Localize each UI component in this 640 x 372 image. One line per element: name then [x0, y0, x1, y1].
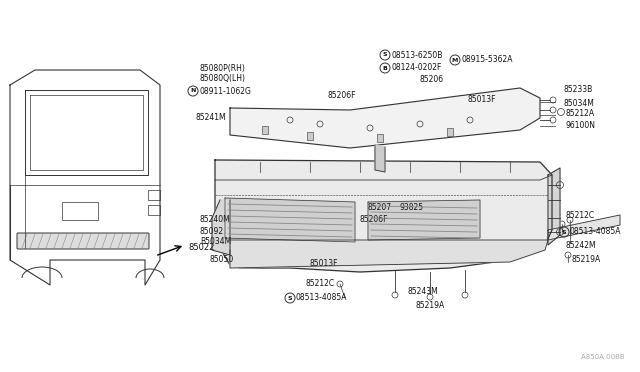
Polygon shape — [368, 200, 480, 240]
Bar — [307, 132, 313, 140]
Text: 85022: 85022 — [188, 244, 214, 253]
Bar — [148, 205, 160, 215]
Text: S: S — [288, 295, 292, 301]
Bar — [377, 134, 383, 142]
Polygon shape — [548, 215, 620, 240]
Polygon shape — [230, 240, 548, 268]
Text: 85219A: 85219A — [415, 301, 444, 310]
Text: 08513-4085A: 08513-4085A — [570, 228, 621, 237]
FancyBboxPatch shape — [17, 233, 149, 249]
Text: B5034M: B5034M — [200, 237, 231, 247]
Text: 93825: 93825 — [400, 203, 424, 212]
Text: 08513-4085A: 08513-4085A — [296, 294, 348, 302]
Text: A850A 00BB: A850A 00BB — [581, 354, 625, 360]
Polygon shape — [375, 145, 385, 172]
Text: B: B — [383, 65, 387, 71]
Bar — [262, 126, 268, 134]
Text: 85212A: 85212A — [566, 109, 595, 118]
Polygon shape — [548, 168, 560, 245]
Text: S: S — [383, 52, 387, 58]
Text: 85242M: 85242M — [565, 241, 596, 250]
Text: 85206F: 85206F — [360, 215, 388, 224]
Text: 85206: 85206 — [420, 76, 444, 84]
Text: N: N — [190, 89, 196, 93]
Text: 85207: 85207 — [368, 203, 392, 212]
Polygon shape — [215, 160, 552, 272]
Text: 85034M: 85034M — [564, 99, 595, 108]
Text: 85080P(RH): 85080P(RH) — [200, 64, 246, 73]
Text: 85219A: 85219A — [572, 256, 601, 264]
Bar — [447, 128, 453, 136]
Text: 08513-6250B: 08513-6250B — [391, 51, 442, 60]
Text: 85212C: 85212C — [306, 279, 335, 288]
Text: 85013F: 85013F — [310, 260, 339, 269]
Text: M: M — [452, 58, 458, 62]
Circle shape — [232, 113, 239, 121]
Text: S: S — [562, 230, 566, 234]
Text: 85013F: 85013F — [468, 96, 497, 105]
Text: 85080Q(LH): 85080Q(LH) — [200, 74, 246, 83]
Text: 85050: 85050 — [210, 256, 234, 264]
Text: 08124-0202F: 08124-0202F — [391, 64, 442, 73]
Bar — [62, 202, 98, 220]
Text: 85240M: 85240M — [200, 215, 231, 224]
Text: 08915-5362A: 08915-5362A — [461, 55, 513, 64]
Text: 85241M: 85241M — [196, 112, 227, 122]
Text: 85233B: 85233B — [564, 86, 593, 94]
Text: 08911-1062G: 08911-1062G — [199, 87, 251, 96]
Polygon shape — [225, 198, 355, 242]
Text: 85206F: 85206F — [328, 92, 356, 100]
Text: 85212C: 85212C — [565, 211, 594, 219]
Bar — [148, 190, 160, 200]
Polygon shape — [230, 88, 540, 148]
Polygon shape — [212, 200, 230, 255]
Text: 96100N: 96100N — [566, 122, 596, 131]
Text: 85092: 85092 — [200, 227, 224, 235]
Text: 85243M: 85243M — [408, 288, 439, 296]
